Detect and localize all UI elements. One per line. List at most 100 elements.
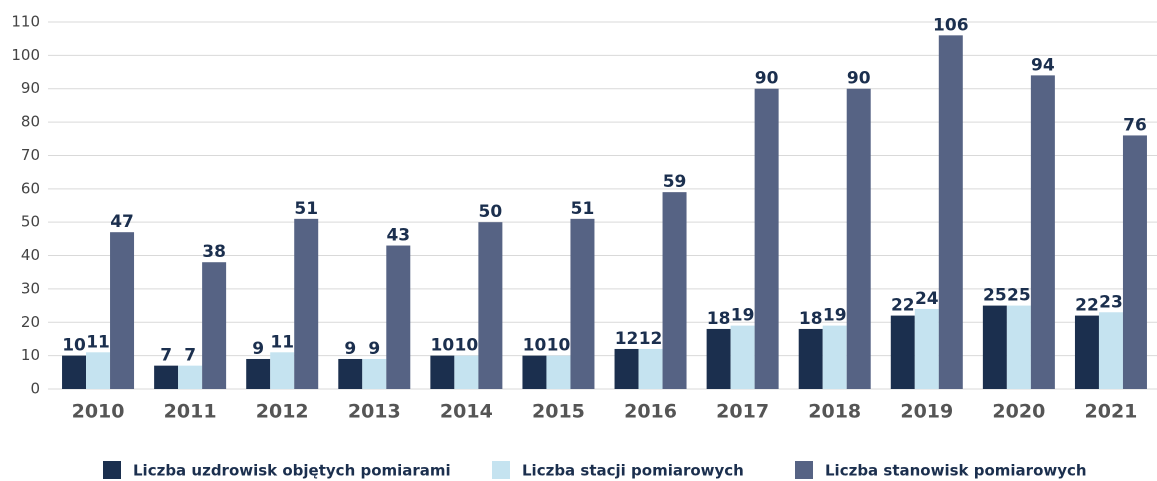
bar bbox=[202, 262, 227, 389]
data-label: 19 bbox=[731, 306, 755, 326]
x-tick-label: 2015 bbox=[532, 401, 585, 423]
data-label: 50 bbox=[479, 202, 503, 222]
bar bbox=[246, 358, 271, 389]
data-label: 22 bbox=[1075, 296, 1099, 316]
bar bbox=[982, 305, 1007, 389]
data-label: 9 bbox=[344, 339, 356, 359]
data-label: 9 bbox=[252, 339, 264, 359]
data-label: 10 bbox=[455, 336, 479, 356]
bar bbox=[1030, 75, 1055, 389]
x-tick-label: 2019 bbox=[900, 401, 953, 423]
bar bbox=[522, 355, 547, 389]
bar bbox=[614, 348, 639, 389]
data-label: 51 bbox=[571, 199, 595, 219]
bar bbox=[454, 355, 479, 389]
bar bbox=[938, 35, 963, 389]
bar bbox=[730, 325, 755, 389]
y-tick-label: 80 bbox=[21, 113, 40, 131]
bar bbox=[430, 355, 455, 389]
y-tick-label: 50 bbox=[21, 213, 40, 231]
bar bbox=[154, 365, 179, 389]
data-label: 11 bbox=[86, 332, 110, 352]
y-tick-label: 10 bbox=[21, 346, 40, 364]
x-tick-label: 2016 bbox=[624, 401, 677, 423]
bar bbox=[914, 308, 939, 389]
data-label: 11 bbox=[270, 332, 294, 352]
data-label: 12 bbox=[615, 329, 639, 349]
data-label: 24 bbox=[915, 289, 939, 309]
y-tick-label: 100 bbox=[11, 46, 40, 64]
data-label: 25 bbox=[983, 286, 1007, 306]
bar bbox=[638, 348, 663, 389]
x-tick-label: 2018 bbox=[808, 401, 861, 423]
bar bbox=[706, 328, 731, 389]
data-label: 106 bbox=[933, 15, 969, 35]
x-tick-label: 2014 bbox=[440, 401, 493, 423]
bar bbox=[1074, 315, 1099, 389]
bar bbox=[1122, 135, 1147, 389]
data-label: 9 bbox=[368, 339, 380, 359]
data-label: 10 bbox=[431, 336, 455, 356]
data-label: 18 bbox=[799, 309, 823, 329]
data-label: 23 bbox=[1099, 292, 1123, 312]
x-tick-label: 2011 bbox=[164, 401, 217, 423]
bar bbox=[86, 352, 111, 389]
data-label: 76 bbox=[1123, 115, 1147, 135]
y-tick-label: 40 bbox=[21, 246, 40, 264]
data-label: 43 bbox=[386, 226, 410, 246]
legend-label: Liczba stacji pomiarowych bbox=[522, 462, 744, 480]
y-tick-label: 30 bbox=[21, 279, 40, 297]
bar bbox=[270, 352, 295, 389]
data-label: 51 bbox=[294, 199, 318, 219]
data-label: 47 bbox=[110, 212, 134, 232]
legend-swatch bbox=[795, 461, 813, 479]
legend-label: Liczba stanowisk pomiarowych bbox=[825, 462, 1087, 480]
data-label: 25 bbox=[1007, 286, 1031, 306]
legend-swatch bbox=[103, 461, 121, 479]
data-label: 10 bbox=[523, 336, 547, 356]
legend-swatch bbox=[492, 461, 510, 479]
bar bbox=[546, 355, 571, 389]
bar bbox=[1006, 305, 1031, 389]
y-tick-label: 20 bbox=[21, 313, 40, 331]
legend-label: Liczba uzdrowisk objętych pomiarami bbox=[133, 462, 451, 480]
bar bbox=[178, 365, 203, 389]
data-label: 59 bbox=[663, 172, 687, 192]
x-tick-label: 2021 bbox=[1085, 401, 1138, 423]
y-tick-label: 70 bbox=[21, 146, 40, 164]
y-tick-label: 90 bbox=[21, 79, 40, 97]
bar bbox=[570, 218, 595, 389]
x-tick-label: 2010 bbox=[72, 401, 125, 423]
bar bbox=[386, 245, 411, 389]
bar bbox=[798, 328, 823, 389]
bar bbox=[362, 358, 387, 389]
data-label: 7 bbox=[184, 346, 196, 366]
y-tick-label: 0 bbox=[30, 380, 40, 398]
data-label: 22 bbox=[891, 296, 915, 316]
x-tick-label: 2013 bbox=[348, 401, 401, 423]
bar bbox=[294, 218, 319, 389]
bar bbox=[338, 358, 363, 389]
data-label: 94 bbox=[1031, 55, 1055, 75]
data-label: 7 bbox=[160, 346, 172, 366]
bar bbox=[846, 88, 871, 390]
bar bbox=[1098, 312, 1123, 389]
data-label: 90 bbox=[755, 69, 779, 89]
bar bbox=[662, 192, 687, 389]
x-tick-label: 2020 bbox=[992, 401, 1045, 423]
data-label: 10 bbox=[62, 336, 86, 356]
x-tick-label: 2012 bbox=[256, 401, 309, 423]
data-label: 19 bbox=[823, 306, 847, 326]
data-label: 12 bbox=[639, 329, 663, 349]
bar bbox=[890, 315, 915, 389]
bar bbox=[110, 232, 135, 389]
data-label: 10 bbox=[547, 336, 571, 356]
bar bbox=[62, 355, 87, 389]
data-label: 90 bbox=[847, 69, 871, 89]
bar bbox=[822, 325, 847, 389]
x-tick-label: 2017 bbox=[716, 401, 769, 423]
y-tick-label: 110 bbox=[11, 13, 40, 31]
data-label: 38 bbox=[202, 242, 226, 262]
data-label: 18 bbox=[707, 309, 731, 329]
